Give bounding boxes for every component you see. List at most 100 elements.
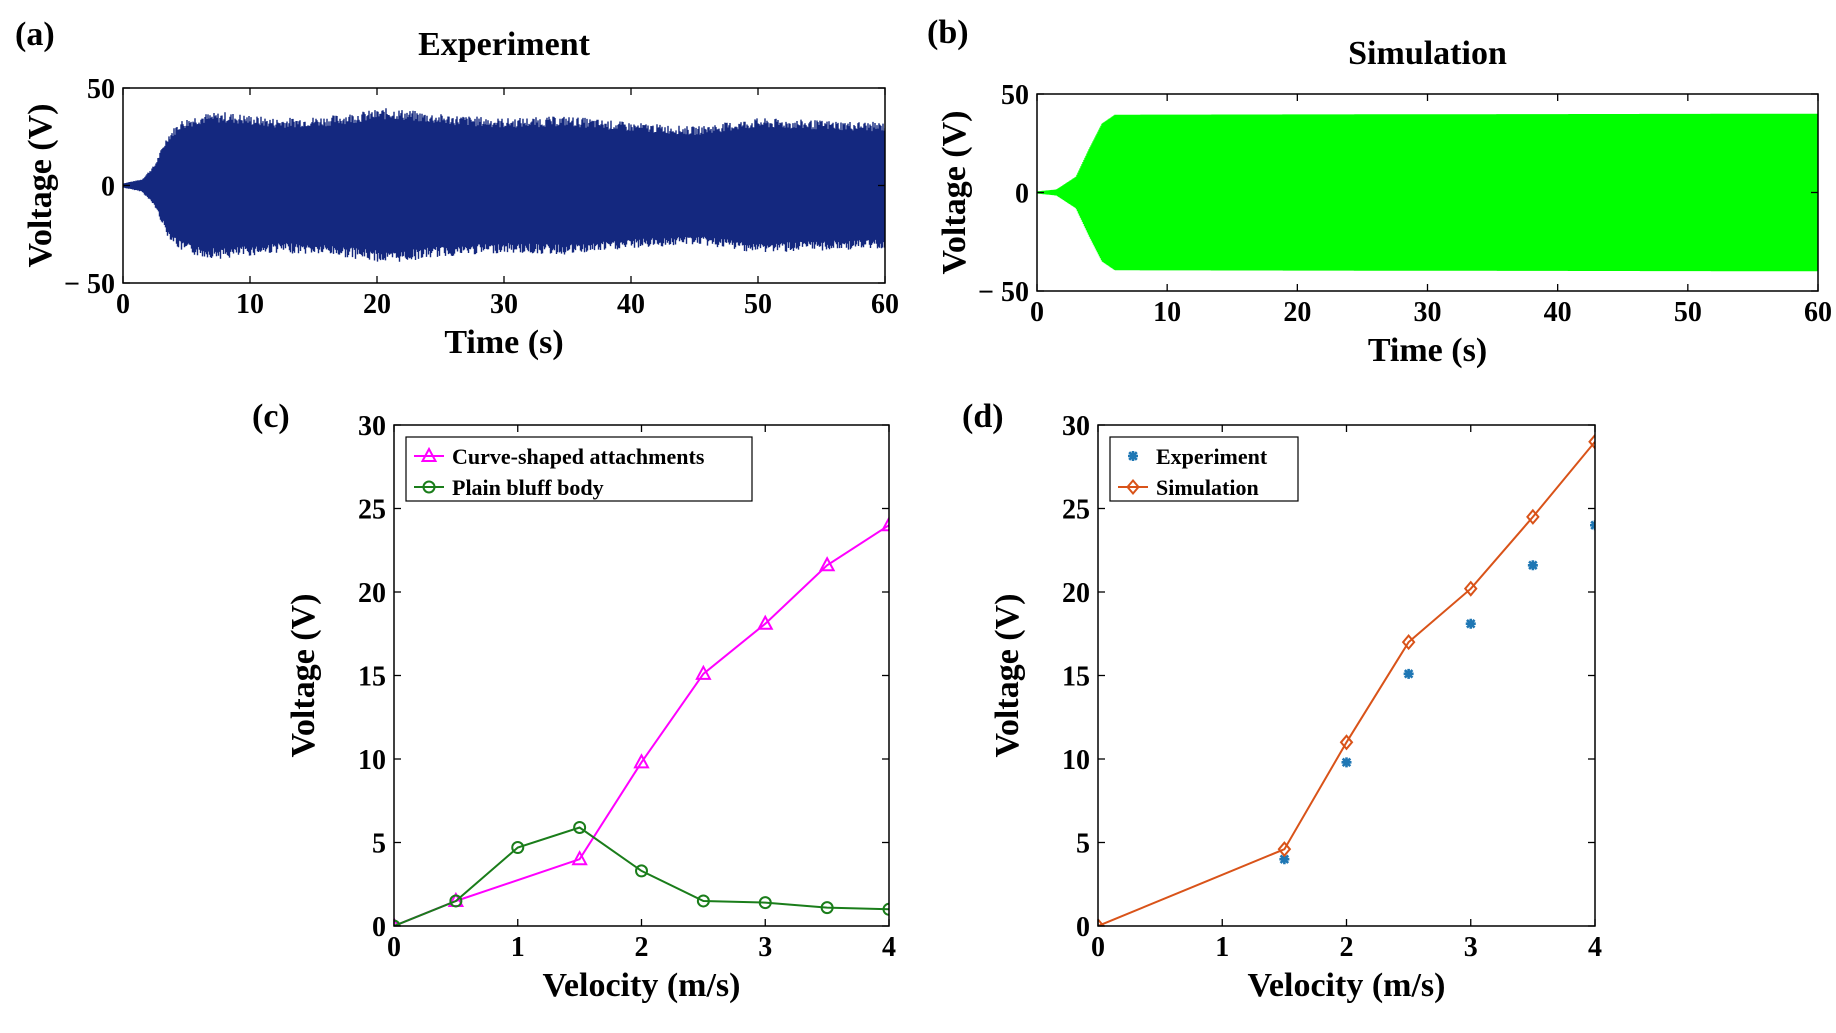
x-tick-label: 0 — [1091, 932, 1105, 963]
legend-marker — [420, 446, 438, 462]
x-axis-label: Velocity (m/s) — [543, 967, 741, 1004]
data-point — [1098, 917, 1105, 926]
x-tick-label: 4 — [882, 932, 896, 963]
x-tick-label: 10 — [1153, 297, 1181, 328]
legend-entry-1: Plain bluff body — [414, 475, 604, 500]
y-tick-label: 20 — [358, 578, 386, 609]
legend-marker — [1126, 478, 1140, 496]
y-tick-label: 15 — [358, 662, 386, 693]
legend-marker — [1128, 451, 1138, 461]
data-point — [1465, 618, 1476, 629]
y-tick-label: 5 — [1076, 829, 1090, 860]
y-axis-label: Voltage (V) — [989, 594, 1026, 758]
series-line-1 — [394, 826, 889, 926]
y-tick-label: 30 — [358, 411, 386, 442]
x-tick-label: 3 — [1464, 932, 1478, 963]
data-point — [696, 894, 710, 908]
y-tick-label: 20 — [1062, 578, 1090, 609]
data-point — [820, 901, 834, 915]
x-axis-label: Velocity (m/s) — [1248, 967, 1446, 1004]
x-tick-label: 30 — [1414, 297, 1442, 328]
plot-area — [394, 516, 889, 926]
data-point — [758, 896, 772, 910]
chart-panel-d: (d) 0 1 2 3 4 0 5 10 15 20 25 30 Velocity (m/s) Voltag… — [962, 398, 1602, 1004]
data-point — [1463, 580, 1478, 597]
x-tick-label: 0 — [1030, 297, 1044, 328]
legend-label: Curve-shaped attachments — [452, 444, 705, 469]
x-tick-label: 2 — [635, 932, 649, 963]
y-tick-label: 15 — [1062, 662, 1090, 693]
y-tick-label: 0 — [372, 912, 386, 943]
data-point — [818, 556, 836, 572]
y-axis-label: Voltage (V) — [936, 111, 973, 275]
chart-title: Experiment — [418, 26, 591, 63]
data-point — [449, 894, 463, 908]
legend-entry-0: Curve-shaped attachments — [414, 444, 705, 469]
x-tick-label: 20 — [1283, 297, 1311, 328]
x-tick-label: 40 — [617, 289, 645, 320]
x-tick-label: 10 — [236, 289, 264, 320]
signal-trace — [1037, 113, 1818, 272]
y-tick-label: 50 — [1001, 80, 1029, 111]
y-tick-label: − 50 — [64, 269, 115, 300]
y-axis-label: Voltage (V) — [285, 594, 322, 758]
y-tick-label: 0 — [1076, 912, 1090, 943]
data-point — [1277, 841, 1292, 858]
plot-area — [1098, 433, 1595, 926]
y-tick-label: 0 — [101, 172, 115, 203]
series-line-1 — [1098, 441, 1595, 926]
y-axis-label: Voltage (V) — [22, 104, 59, 268]
y-tick-label: 10 — [1062, 745, 1090, 776]
data-point — [1279, 854, 1290, 865]
y-tick-label: − 50 — [978, 277, 1029, 308]
y-tick-label: 25 — [358, 495, 386, 526]
x-tick-label: 3 — [758, 932, 772, 963]
x-tick-label: 1 — [1215, 932, 1229, 963]
plot-area — [1037, 113, 1818, 272]
x-tick-label: 50 — [744, 289, 772, 320]
data-point — [1341, 757, 1352, 768]
data-point — [571, 850, 588, 866]
panel-label: (a) — [15, 16, 55, 53]
x-tick-label: 1 — [511, 932, 525, 963]
legend-entry-1: Simulation — [1118, 475, 1259, 500]
chart-title: Simulation — [1348, 35, 1507, 72]
data-point — [1401, 634, 1416, 651]
y-tick-label: 10 — [358, 745, 386, 776]
y-tick-label: 30 — [1062, 411, 1090, 442]
data-point — [1339, 734, 1354, 751]
x-axis-label: Time (s) — [444, 324, 563, 361]
panel-label: (d) — [962, 398, 1004, 435]
data-point — [880, 516, 889, 532]
y-tick-label: 0 — [1015, 179, 1029, 210]
x-tick-label: 2 — [1340, 932, 1354, 963]
x-tick-label: 0 — [116, 289, 130, 320]
x-tick-label: 30 — [490, 289, 518, 320]
x-axis-label: Time (s) — [1368, 332, 1487, 369]
legend-entry-0: Experiment — [1128, 444, 1268, 469]
x-tick-label: 60 — [871, 289, 899, 320]
y-tick-label: 5 — [372, 829, 386, 860]
y-tick-label: 25 — [1062, 495, 1090, 526]
data-point — [695, 664, 712, 680]
legend-box — [405, 436, 753, 502]
data-point — [1527, 560, 1538, 571]
series-line-0 — [394, 524, 889, 926]
panel-label: (c) — [252, 398, 290, 435]
data-point — [573, 820, 587, 834]
legend-label: Plain bluff body — [452, 475, 604, 500]
panel-label: (b) — [927, 14, 969, 51]
data-point — [633, 753, 650, 769]
x-tick-label: 40 — [1544, 297, 1572, 328]
data-point — [882, 902, 889, 916]
plot-area — [123, 108, 885, 262]
data-point — [757, 614, 774, 630]
data-point — [1588, 433, 1595, 450]
data-point — [635, 864, 648, 878]
x-tick-label: 4 — [1588, 932, 1602, 963]
x-tick-label: 60 — [1804, 297, 1832, 328]
x-tick-label: 50 — [1674, 297, 1702, 328]
